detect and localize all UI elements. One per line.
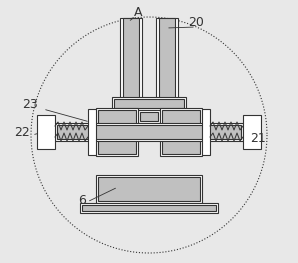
Bar [88, 109, 96, 155]
Bar [114, 99, 184, 108]
Text: 23: 23 [22, 99, 38, 112]
Bar [96, 175, 202, 203]
Bar [82, 205, 216, 211]
Bar [156, 18, 178, 106]
Bar [98, 110, 136, 154]
Text: 6: 6 [78, 194, 86, 206]
Bar [57, 125, 241, 139]
Bar [123, 18, 139, 106]
Bar [98, 177, 200, 201]
Text: 21: 21 [250, 132, 266, 144]
Bar [243, 115, 261, 149]
Bar [159, 18, 175, 106]
Text: 20: 20 [188, 16, 204, 28]
Text: 22: 22 [14, 125, 30, 139]
Bar [55, 123, 243, 141]
Bar [96, 108, 138, 156]
Bar [37, 115, 55, 149]
Bar [112, 97, 186, 110]
Bar [138, 110, 160, 123]
Bar [160, 108, 202, 156]
Bar [80, 203, 218, 213]
Bar [140, 112, 158, 121]
Bar [202, 109, 210, 155]
Bar [162, 110, 200, 154]
Text: A: A [134, 6, 142, 18]
Bar [120, 18, 142, 106]
